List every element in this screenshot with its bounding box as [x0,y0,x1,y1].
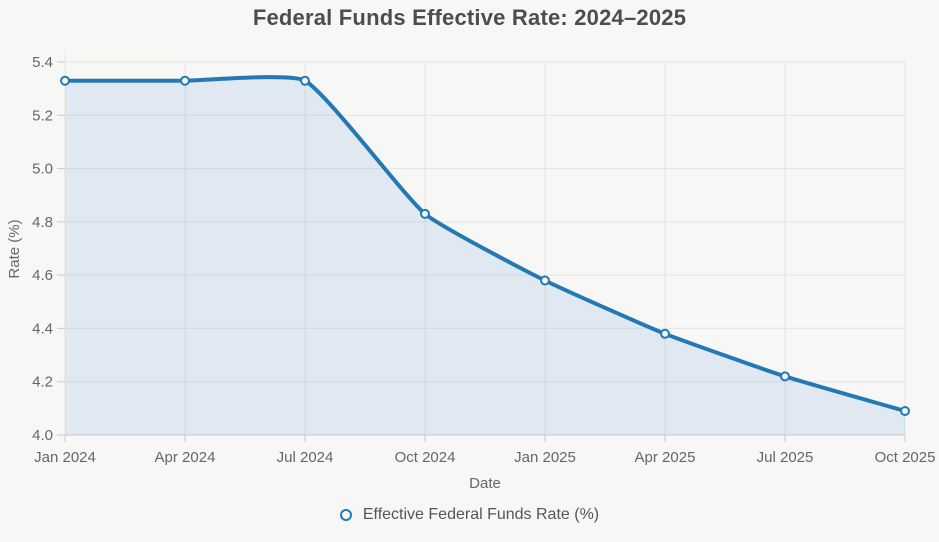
data-point-0[interactable] [60,75,70,86]
y-tick-label: 4.6 [32,267,53,284]
y-tick-label: 5.0 [32,161,53,178]
y-tick-label: 4.2 [32,374,53,391]
y-tick-label: 4.0 [32,427,53,444]
data-point-3[interactable] [420,208,430,219]
data-point-4[interactable] [540,275,550,286]
y-axis-title: Rate (%) [6,219,23,279]
y-tick-label: 5.2 [32,107,53,124]
y-tick-label: 4.8 [32,214,53,231]
x-tick-label: Oct 2025 [875,449,936,466]
y-tick-label: 4.4 [32,320,53,337]
legend-label: Effective Federal Funds Rate (%) [362,506,600,523]
legend-circle-icon [339,509,352,521]
x-axis-title: Date [469,475,501,492]
legend: Effective Federal Funds Rate (%) [0,506,939,524]
data-point-2[interactable] [300,75,310,86]
y-tick-label: 5.4 [32,54,53,71]
chart-title: Federal Funds Effective Rate: 2024–2025 [252,5,687,30]
x-tick-label: Apr 2025 [635,449,696,466]
x-tick-label: Jan 2024 [34,449,96,466]
data-line [63,75,907,413]
x-tick-label: Apr 2024 [155,449,216,466]
x-tick-label: Oct 2024 [395,449,456,466]
x-tick-label: Jul 2025 [757,449,814,466]
legend-item[interactable]: Effective Federal Funds Rate (%) [339,506,600,524]
x-tick-label: Jul 2024 [277,449,334,466]
data-point-1[interactable] [180,75,190,86]
area-fill [65,77,905,435]
data-point-7[interactable] [900,406,910,416]
data-point-6[interactable] [780,371,790,382]
data-point-5[interactable] [660,328,670,339]
x-tick-label: Jan 2025 [514,449,576,466]
